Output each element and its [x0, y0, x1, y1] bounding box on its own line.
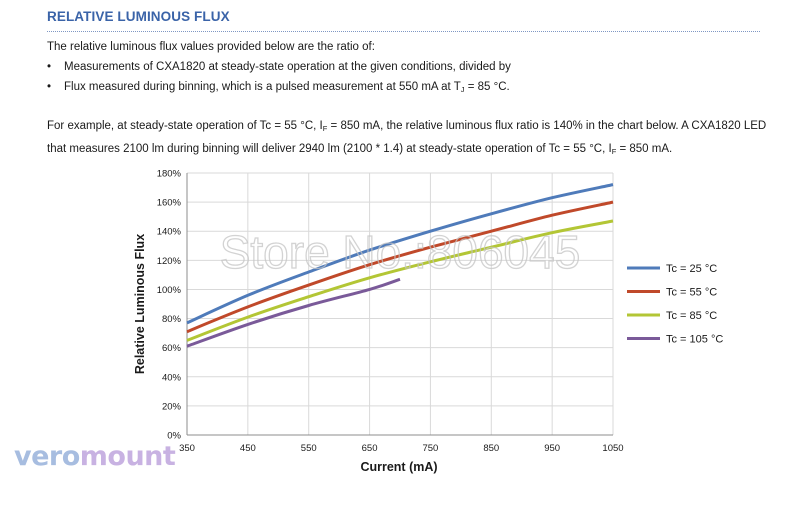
bullet-text: Flux measured during binning, which is a…: [64, 77, 510, 100]
series-line-tc-25: [186, 183, 614, 325]
example-text-3: = 850 mA.: [616, 143, 673, 155]
veromount-logo: veromount: [14, 441, 176, 472]
logo-part-1: vero: [14, 441, 80, 472]
bullet-text-main: Flux measured during binning, which is a…: [64, 81, 461, 93]
logo-part-2: mount: [79, 441, 176, 472]
section-title: RELATIVE LUMINOUS FLUX: [47, 9, 230, 24]
x-tick-label: 850: [483, 443, 499, 454]
x-tick-label: 350: [179, 443, 195, 454]
legend-label-tc-55: Tc = 55 °C: [666, 287, 717, 299]
y-tick-label: 60%: [162, 343, 182, 354]
x-tick-label: 650: [362, 443, 378, 454]
grid: [186, 172, 614, 436]
example-text-1: For example, at steady-state operation o…: [47, 120, 323, 132]
bullet-text-end: = 85 °C.: [464, 81, 510, 93]
y-tick-label: 160%: [157, 198, 182, 209]
y-tick-label: 120%: [157, 256, 182, 267]
series-line-tc-105: [186, 277, 401, 348]
y-tick-label: 0%: [167, 431, 181, 442]
series-line-tc-55: [186, 200, 614, 334]
bullet-text: Measurements of CXA1820 at steady-state …: [64, 61, 511, 73]
example-paragraph: For example, at steady-state operation o…: [47, 116, 782, 162]
x-tick-label: 1050: [602, 443, 623, 454]
x-axis-label: Current (mA): [360, 460, 437, 474]
series-line-tc-85: [186, 219, 614, 342]
bullet-icon: •: [47, 61, 52, 73]
y-tick-label: 80%: [162, 314, 182, 325]
legend-label-tc-85: Tc = 85 °C: [666, 310, 717, 322]
bullet-icon: •: [47, 81, 52, 93]
x-tick-label: 450: [240, 443, 256, 454]
y-tick-label: 100%: [157, 285, 182, 296]
y-tick-label: 20%: [162, 401, 182, 412]
y-tick-label: 140%: [157, 227, 182, 238]
example-text-2: = 850 mA, the relative luminous flux rat…: [47, 120, 767, 155]
subscript: J: [460, 85, 465, 94]
x-tick-label: 950: [544, 443, 560, 454]
title-divider: [47, 31, 760, 32]
subscript: F: [611, 147, 617, 156]
y-axis-label: Relative Luminous Flux: [133, 234, 147, 374]
subscript: F: [322, 124, 328, 133]
series-lines: [186, 183, 614, 348]
intro-text: The relative luminous flux values provid…: [47, 41, 375, 53]
y-tick-label: 40%: [162, 372, 182, 383]
legend-label-tc-105: Tc = 105 °C: [666, 334, 723, 346]
axis-ticks: 0% 20% 40% 60% 80% 100% 120% 140% 160% 180% 350 450…: [157, 169, 624, 455]
legend-label-tc-25: Tc = 25 °C: [666, 263, 717, 275]
x-tick-label: 550: [301, 443, 317, 454]
y-tick-label: 180%: [157, 169, 182, 180]
legend: Tc = 25 °C Tc = 55 °C Tc = 85 °C Tc = 105 °…: [627, 263, 723, 346]
x-tick-label: 750: [422, 443, 438, 454]
watermark: Store No.:806045: [220, 226, 581, 278]
